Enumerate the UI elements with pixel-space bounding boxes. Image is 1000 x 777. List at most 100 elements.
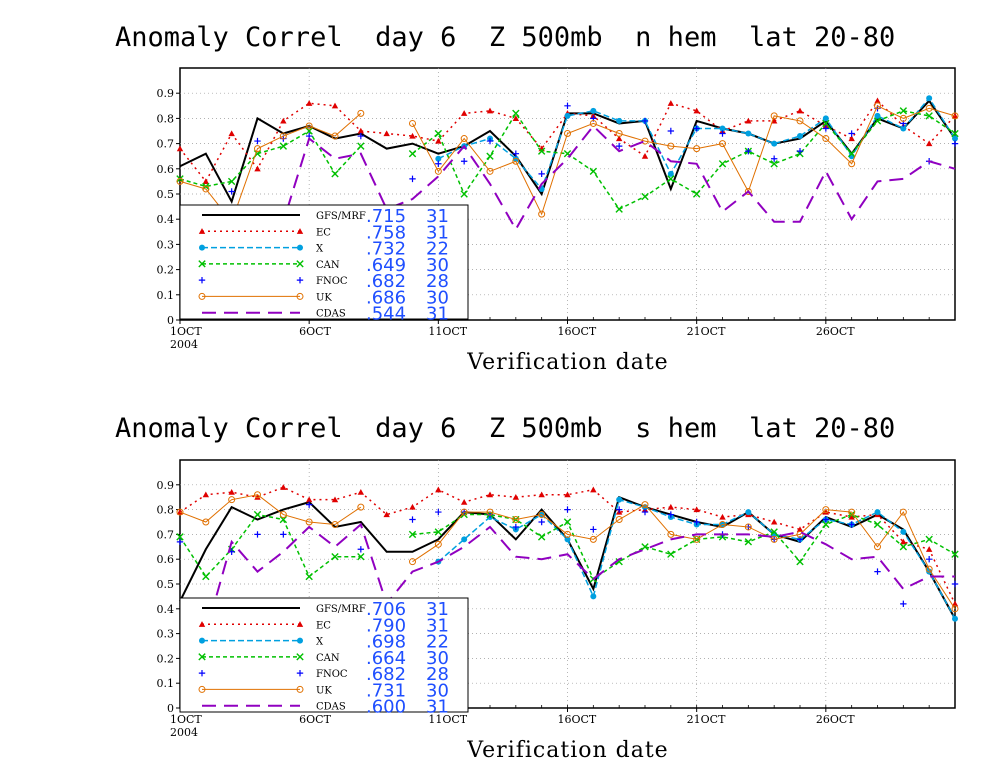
data-point	[951, 580, 959, 588]
data-point	[951, 600, 959, 607]
legend-series-name: CDAS	[316, 309, 346, 320]
data-point	[926, 568, 933, 575]
data-point	[615, 506, 623, 513]
data-point	[667, 511, 675, 518]
data-point	[693, 125, 700, 132]
data-point	[176, 508, 184, 516]
legend-series-name: GFS/MRF	[316, 211, 366, 222]
data-point	[538, 491, 545, 498]
data-point	[771, 140, 778, 147]
legend-series-score: .664	[366, 648, 406, 669]
y-tick-label: 0.5	[157, 578, 175, 591]
data-point	[874, 102, 881, 110]
legend-series-count: 28	[426, 664, 449, 685]
legend-series-count: 22	[426, 632, 449, 653]
data-point	[435, 160, 442, 167]
data-point	[408, 530, 417, 539]
data-point	[693, 518, 700, 526]
x-tick-label: 16OCT	[558, 713, 597, 726]
legend-marker	[296, 276, 304, 284]
legend-series-score: .732	[366, 239, 406, 260]
data-point	[951, 605, 959, 613]
legend-series-name: X	[316, 244, 324, 255]
data-point	[925, 104, 933, 112]
data-point	[331, 170, 339, 178]
data-point	[460, 190, 468, 198]
legend-series-score: .706	[366, 599, 406, 620]
data-point	[409, 119, 416, 127]
data-point	[383, 511, 390, 518]
y-tick-label: 0.1	[157, 677, 175, 690]
data-point	[512, 494, 520, 500]
data-point	[925, 112, 933, 120]
legend-series-name: GFS/MRF	[316, 604, 366, 615]
y-tick-label: 0	[167, 314, 174, 327]
y-tick-label: 0.8	[157, 504, 175, 517]
data-point	[254, 137, 261, 145]
data-point	[900, 528, 907, 535]
data-point	[796, 107, 804, 114]
data-point	[589, 167, 598, 176]
data-point	[254, 531, 261, 538]
data-point	[770, 518, 778, 525]
y-tick-label: 0.9	[157, 479, 175, 492]
data-point	[719, 125, 726, 132]
data-point	[952, 615, 958, 622]
data-point	[693, 506, 700, 513]
legend-series-count: 30	[426, 287, 449, 308]
y-tick-label: 0.3	[157, 238, 175, 251]
data-point	[848, 508, 856, 516]
data-point	[460, 508, 468, 516]
series-line	[179, 522, 955, 635]
legend-series-name: FNOC	[316, 276, 348, 287]
series-line	[412, 105, 956, 216]
data-point	[641, 153, 649, 159]
series-uk	[176, 102, 959, 226]
data-point	[951, 140, 959, 147]
data-point	[847, 510, 856, 519]
legend-marker	[296, 621, 304, 627]
legend-series-name: X	[316, 637, 324, 648]
data-point	[512, 115, 520, 121]
data-point	[537, 533, 546, 541]
legend-box	[179, 597, 469, 713]
data-point	[357, 489, 365, 495]
data-point	[202, 491, 210, 498]
legend-series-count: 30	[426, 255, 449, 276]
data-point	[357, 546, 365, 553]
legend-marker	[198, 653, 206, 661]
data-point	[357, 503, 365, 511]
y-tick-label: 0.2	[157, 264, 175, 277]
data-point	[925, 535, 933, 544]
data-point	[667, 142, 675, 150]
data-point	[590, 107, 597, 114]
data-point	[512, 516, 520, 524]
x-tick-label: 26OCT	[816, 325, 855, 338]
data-point	[564, 536, 571, 543]
data-point	[280, 117, 287, 124]
data-point	[357, 109, 365, 117]
data-point	[770, 528, 778, 536]
data-point	[900, 125, 907, 132]
x-tick-label: 26OCT	[816, 713, 855, 726]
data-point	[952, 135, 958, 142]
data-point	[693, 535, 701, 543]
x-tick-label: 1OCT	[170, 713, 202, 726]
data-point	[409, 132, 416, 139]
data-point	[564, 130, 571, 138]
data-point	[848, 521, 855, 528]
y-tick-label: 0.6	[157, 163, 175, 176]
data-point	[641, 192, 649, 201]
chart-title-north: Anomaly Correl day 6 Z 500mb n hem lat 2…	[115, 22, 896, 53]
data-point	[357, 142, 365, 150]
legend-box	[179, 204, 469, 320]
data-point	[280, 484, 287, 490]
data-point	[874, 112, 881, 119]
legend-series-name: UK	[316, 292, 332, 303]
data-point	[435, 155, 442, 162]
data-point	[615, 135, 623, 142]
data-point	[357, 127, 365, 134]
legend: GFS/MRF .715 31 EC .758 31 X .732 22 CAN .649 30 FNO…	[179, 204, 469, 325]
data-point	[563, 518, 572, 526]
legend-marker	[198, 621, 206, 627]
